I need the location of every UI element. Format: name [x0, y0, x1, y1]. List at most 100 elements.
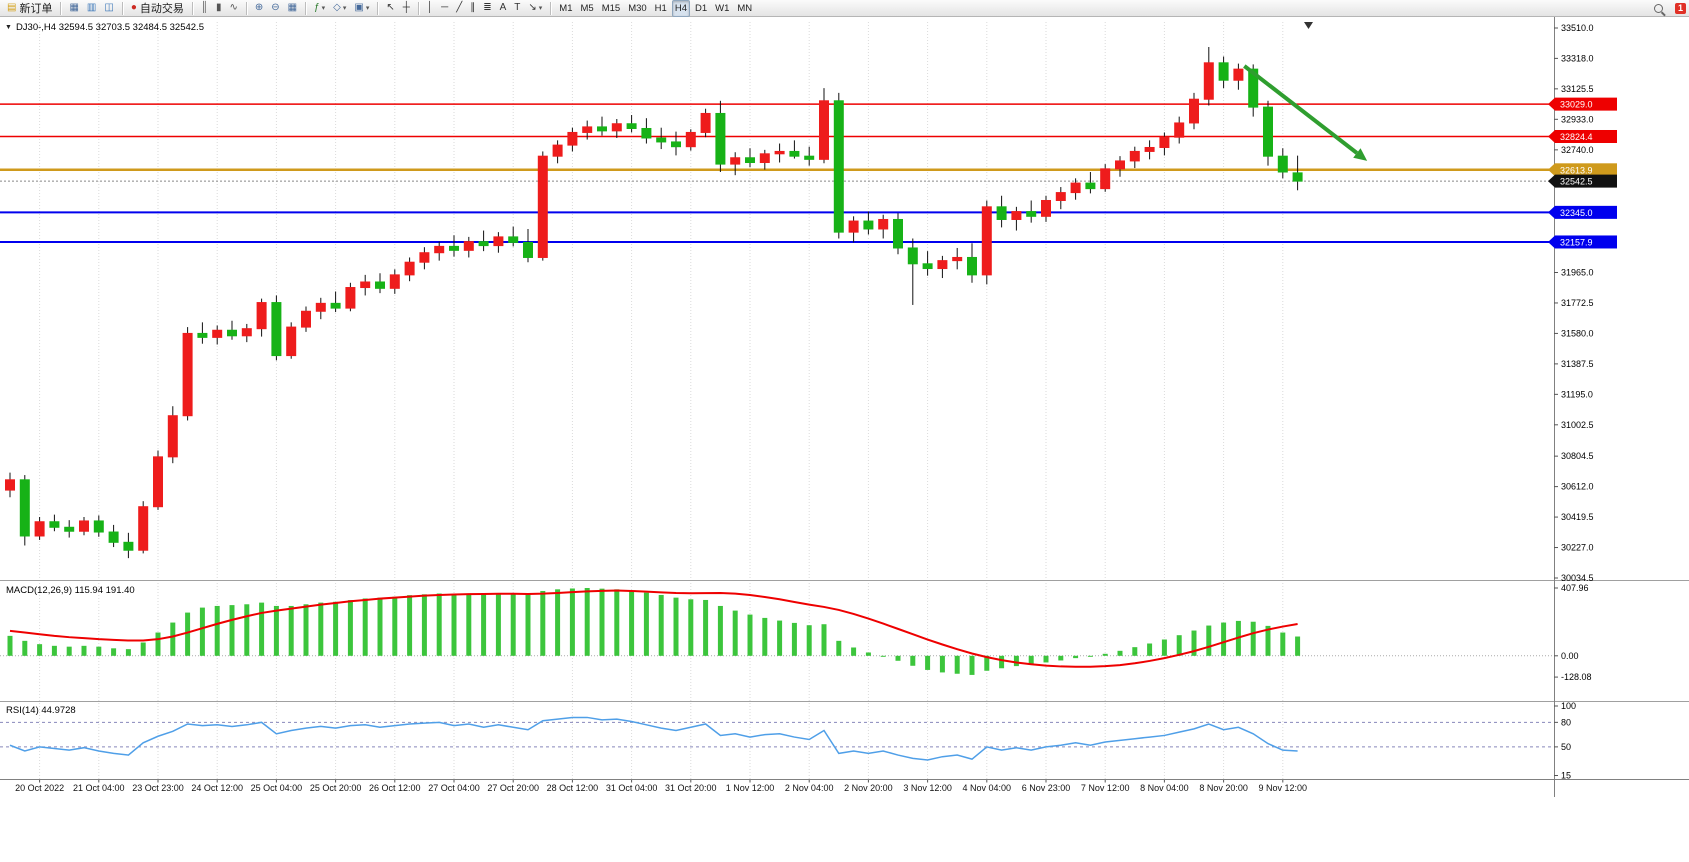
svg-text:31195.0: 31195.0: [1561, 389, 1593, 399]
chart-canvas[interactable]: 20 Oct 2022 21 Oct 04:00 23 Oct 23:00 24 Oc…: [0, 17, 1689, 862]
toolbar: ▤ 新订单 ▦ ▥ ◫ ● 自动交易 ║ ▮ ∿ ⊕ ⊖ ▦ ƒ ▾ ◇ ▾ ▣ ▾ ↖ ┼ │ ─ ╱ ∥ ≣ A T ↘ ▾ M1 M5 M…: [0, 0, 1689, 17]
arrows-button[interactable]: ↘ ▾: [525, 0, 545, 17]
svg-text:30419.5: 30419.5: [1561, 512, 1594, 522]
toolbar-separator: [377, 1, 379, 15]
rsi-label: RSI(14) 44.9728: [6, 705, 76, 716]
market-watch-button[interactable]: ▥: [84, 0, 99, 17]
text-button[interactable]: A: [497, 0, 510, 17]
templates-button[interactable]: ▣ ▾: [351, 0, 372, 17]
chart-shift-marker[interactable]: [1304, 22, 1313, 29]
autotrade-icon: ●: [130, 2, 137, 13]
svg-text:32613.9: 32613.9: [1560, 165, 1593, 175]
svg-text:32824.4: 32824.4: [1560, 132, 1593, 142]
tf-d1[interactable]: D1: [692, 0, 710, 17]
candle-chart-type-button[interactable]: ▮: [213, 0, 225, 17]
zoom-out-button[interactable]: ⊖: [268, 0, 282, 17]
svg-text:80: 80: [1561, 717, 1571, 727]
zoom-in-icon: ⊕: [254, 2, 264, 13]
channel-icon: ∥: [470, 2, 476, 13]
vertical-line-button[interactable]: │: [424, 0, 436, 17]
svg-text:100: 100: [1561, 701, 1576, 711]
tf-h1[interactable]: H1: [652, 0, 670, 17]
svg-text:-128.08: -128.08: [1561, 672, 1592, 682]
price-badges: 33029.0 32824.4 32613.9 32345.0 32157.9 32542…: [1548, 97, 1617, 249]
fibonacci-icon: ≣: [483, 2, 492, 13]
collapse-icon[interactable]: ▼: [5, 24, 12, 31]
svg-text:25 Oct 20:00: 25 Oct 20:00: [310, 783, 362, 793]
tf-h4[interactable]: H4: [671, 0, 690, 17]
trendline-button[interactable]: ╱: [453, 0, 465, 17]
svg-text:8 Nov 04:00: 8 Nov 04:00: [1140, 783, 1189, 793]
svg-text:6 Nov 23:00: 6 Nov 23:00: [1022, 783, 1071, 793]
ohlc-text: DJ30-,H4 32594.5 32703.5 32484.5 32542.5: [15, 22, 204, 33]
svg-text:33318.0: 33318.0: [1561, 53, 1594, 63]
trendline-icon: ╱: [456, 2, 463, 13]
line-chart-type-button[interactable]: ∿: [226, 0, 240, 17]
tf-m1[interactable]: M1: [556, 0, 575, 17]
svg-text:26 Oct 12:00: 26 Oct 12:00: [369, 783, 421, 793]
horizontal-line-icon: ─: [441, 2, 449, 13]
tf-w1[interactable]: W1: [712, 0, 732, 17]
toolbar-separator: [305, 1, 307, 15]
crosshair-button[interactable]: ┼: [400, 0, 413, 17]
indicators-button[interactable]: ƒ ▾: [311, 0, 328, 17]
svg-text:32542.5: 32542.5: [1560, 177, 1593, 187]
chevron-down-icon: ▾: [538, 5, 543, 12]
tf-w1-label: W1: [715, 2, 730, 14]
chart-panel[interactable]: 20 Oct 2022 21 Oct 04:00 23 Oct 23:00 24 Oc…: [0, 17, 1689, 862]
new-order-button[interactable]: ▤ 新订单: [4, 0, 55, 17]
tf-m15[interactable]: M15: [599, 0, 623, 17]
autotrade-button[interactable]: ● 自动交易: [128, 0, 187, 17]
fibonacci-button[interactable]: ≣: [480, 0, 494, 17]
svg-text:27 Oct 20:00: 27 Oct 20:00: [487, 783, 539, 793]
svg-text:2 Nov 20:00: 2 Nov 20:00: [844, 783, 893, 793]
vertical-line-icon: │: [426, 2, 434, 13]
charts-button[interactable]: ▦: [66, 0, 81, 17]
svg-text:31772.5: 31772.5: [1561, 298, 1594, 308]
svg-text:7 Nov 12:00: 7 Nov 12:00: [1081, 783, 1130, 793]
svg-text:1 Nov 12:00: 1 Nov 12:00: [726, 783, 775, 793]
horizontal-line-button[interactable]: ─: [438, 0, 451, 17]
panel-borders: [0, 17, 1689, 797]
svg-text:32345.0: 32345.0: [1560, 208, 1593, 218]
tile-windows-button[interactable]: ▦: [285, 0, 300, 17]
svg-text:4 Nov 04:00: 4 Nov 04:00: [963, 783, 1012, 793]
new-order-icon: ▤: [7, 2, 17, 13]
line-chart-type-icon: ∿: [229, 2, 238, 13]
tf-mn[interactable]: MN: [734, 0, 755, 17]
tf-m30[interactable]: M30: [625, 0, 649, 17]
terminal-icon: ◫: [104, 2, 114, 13]
svg-text:24 Oct 12:00: 24 Oct 12:00: [191, 783, 243, 793]
svg-text:407.96: 407.96: [1561, 583, 1589, 593]
terminal-button[interactable]: ◫: [101, 0, 116, 17]
market-watch-icon: ▥: [86, 2, 97, 13]
label-icon: T: [514, 2, 521, 13]
search-button[interactable]: [1651, 0, 1666, 17]
svg-text:21 Oct 04:00: 21 Oct 04:00: [73, 783, 125, 793]
zoom-out-icon: ⊖: [271, 2, 280, 13]
crosshair-icon: ┼: [402, 2, 410, 13]
trend-arrow[interactable]: [1243, 64, 1368, 161]
zoom-in-button[interactable]: ⊕: [252, 0, 266, 17]
tf-m5[interactable]: M5: [578, 0, 597, 17]
svg-text:32740.0: 32740.0: [1561, 145, 1594, 155]
tf-h1-label: H1: [654, 2, 667, 14]
candle-chart-type-icon: ▮: [215, 2, 222, 13]
bar-chart-type-button[interactable]: ║: [198, 0, 211, 17]
tf-h4-label: H4: [674, 2, 687, 14]
label-button[interactable]: T: [511, 0, 523, 17]
objects-list-button[interactable]: ◇ ▾: [330, 0, 349, 17]
chart-title: ▼ DJ30-,H4 32594.5 32703.5 32484.5 32542…: [5, 22, 204, 33]
notification-badge[interactable]: 1: [1674, 3, 1686, 14]
svg-text:31387.5: 31387.5: [1561, 359, 1594, 369]
tf-mn-label: MN: [737, 2, 753, 14]
rsi-layer: [0, 716, 1554, 761]
svg-text:15: 15: [1561, 771, 1571, 781]
svg-text:32933.0: 32933.0: [1561, 114, 1594, 124]
svg-text:33029.0: 33029.0: [1560, 100, 1593, 110]
svg-text:30227.0: 30227.0: [1561, 543, 1594, 553]
text-icon: A: [499, 2, 507, 13]
channel-button[interactable]: ∥: [467, 0, 478, 17]
cursor-button[interactable]: ↖: [383, 0, 397, 17]
time-axis[interactable]: 20 Oct 2022 21 Oct 04:00 23 Oct 23:00 24 Oc…: [15, 779, 1307, 794]
